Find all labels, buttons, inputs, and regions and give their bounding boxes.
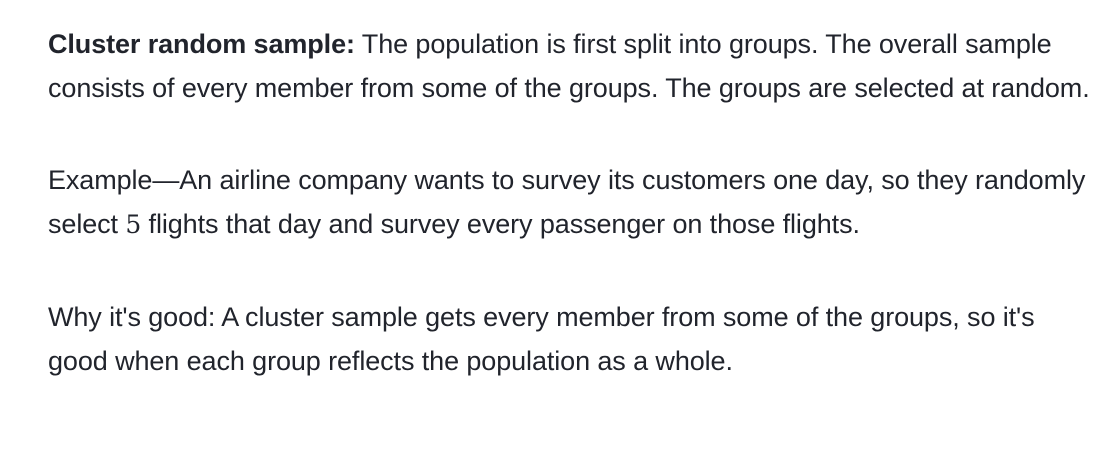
article-content: Cluster random sample: The population is… (48, 22, 1098, 383)
definition-text: The population is first split into group… (48, 29, 1090, 103)
why-paragraph: Why it's good: A cluster sample gets eve… (48, 295, 1098, 383)
example-paragraph: Example—An airline company wants to surv… (48, 158, 1098, 247)
example-flight-count: 5 (125, 210, 142, 239)
why-text: Why it's good: A cluster sample gets eve… (48, 302, 1035, 376)
example-text-after: flights that day and survey every passen… (141, 209, 860, 239)
example-text-before: Example—An airline company wants to surv… (48, 165, 1086, 239)
definition-term: Cluster random sample: (48, 29, 355, 59)
definition-paragraph: Cluster random sample: The population is… (48, 22, 1098, 110)
